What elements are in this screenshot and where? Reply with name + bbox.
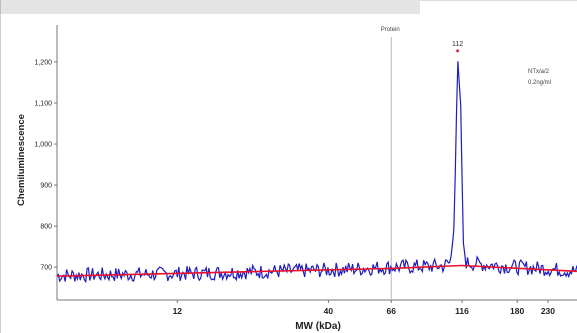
series-lines xyxy=(56,61,577,284)
x-tick-label: 116 xyxy=(455,306,469,316)
y-ticks: 700 800 900 1,000 1,100 1,200 xyxy=(34,59,57,272)
x-tick-label: 12 xyxy=(173,306,183,316)
x-tick-label: 230 xyxy=(541,306,555,316)
x-tick-label: 40 xyxy=(324,306,334,316)
y-tick-label: 1,100 xyxy=(34,100,52,107)
y-tick-label: 1,200 xyxy=(34,59,52,66)
y-axis-label: Chemiluminescence xyxy=(16,114,27,206)
plot-area xyxy=(56,25,577,301)
y-tick-label: 900 xyxy=(40,183,52,190)
annotations: 112 NTx/a/2 0.2ng/ml xyxy=(452,41,551,86)
protein-marker-label: Protein xyxy=(381,27,400,33)
y-tick-label: 700 xyxy=(40,265,52,272)
y-tick-label: 1,000 xyxy=(34,142,52,149)
peak-label: 112 xyxy=(452,41,463,48)
peak-marker-dot xyxy=(456,49,460,53)
x-ticks: 12 40 66 116 180 230 xyxy=(173,300,555,316)
annotation-text: NTx/a/2 xyxy=(528,69,550,75)
x-tick-label: 66 xyxy=(387,306,397,316)
protein-marker: Protein xyxy=(381,27,400,300)
y-tick-label: 800 xyxy=(40,224,52,231)
x-tick-label: 180 xyxy=(510,306,524,316)
annotation-text: 0.2ng/ml xyxy=(528,80,551,86)
baseline-line xyxy=(56,264,577,277)
x-axis-label: MW (kDa) xyxy=(295,321,341,332)
